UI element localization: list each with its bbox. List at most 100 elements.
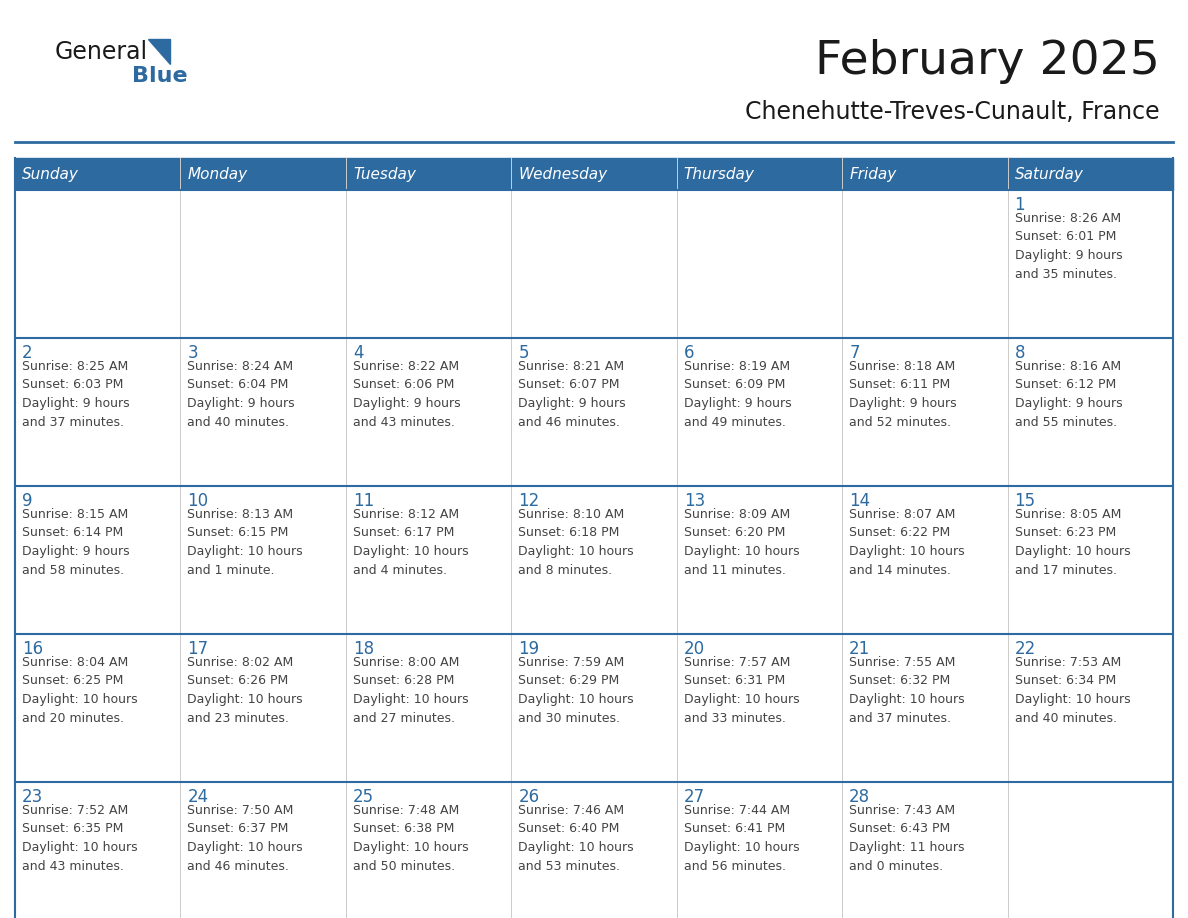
Bar — [511, 190, 677, 338]
Text: 17: 17 — [188, 640, 209, 658]
Bar — [842, 158, 1007, 190]
Text: 23: 23 — [23, 788, 43, 806]
Text: Sunrise: 8:00 AM
Sunset: 6:28 PM
Daylight: 10 hours
and 27 minutes.: Sunrise: 8:00 AM Sunset: 6:28 PM Dayligh… — [353, 656, 468, 724]
Bar — [181, 190, 346, 338]
Text: 4: 4 — [353, 344, 364, 362]
Polygon shape — [148, 39, 170, 64]
Bar — [511, 486, 677, 634]
Bar — [15, 190, 181, 338]
Text: 13: 13 — [684, 492, 704, 510]
Text: Saturday: Saturday — [1015, 166, 1083, 182]
Text: Sunrise: 8:07 AM
Sunset: 6:22 PM
Daylight: 10 hours
and 14 minutes.: Sunrise: 8:07 AM Sunset: 6:22 PM Dayligh… — [849, 508, 965, 577]
Text: Sunrise: 8:18 AM
Sunset: 6:11 PM
Daylight: 9 hours
and 52 minutes.: Sunrise: 8:18 AM Sunset: 6:11 PM Dayligh… — [849, 360, 956, 429]
Text: 8: 8 — [1015, 344, 1025, 362]
Text: 27: 27 — [684, 788, 704, 806]
Text: Sunrise: 7:55 AM
Sunset: 6:32 PM
Daylight: 10 hours
and 37 minutes.: Sunrise: 7:55 AM Sunset: 6:32 PM Dayligh… — [849, 656, 965, 724]
Text: 22: 22 — [1015, 640, 1036, 658]
Bar — [15, 486, 181, 634]
Bar — [842, 782, 1007, 918]
Bar — [346, 486, 511, 634]
Text: Sunrise: 8:09 AM
Sunset: 6:20 PM
Daylight: 10 hours
and 11 minutes.: Sunrise: 8:09 AM Sunset: 6:20 PM Dayligh… — [684, 508, 800, 577]
Bar — [15, 158, 181, 190]
Bar — [842, 486, 1007, 634]
Bar — [677, 158, 842, 190]
Bar — [677, 782, 842, 918]
Text: 14: 14 — [849, 492, 871, 510]
Text: Sunrise: 8:10 AM
Sunset: 6:18 PM
Daylight: 10 hours
and 8 minutes.: Sunrise: 8:10 AM Sunset: 6:18 PM Dayligh… — [518, 508, 634, 577]
Text: Sunrise: 8:05 AM
Sunset: 6:23 PM
Daylight: 10 hours
and 17 minutes.: Sunrise: 8:05 AM Sunset: 6:23 PM Dayligh… — [1015, 508, 1130, 577]
Text: 5: 5 — [518, 344, 529, 362]
Text: 1: 1 — [1015, 196, 1025, 214]
Text: 2: 2 — [23, 344, 32, 362]
Text: General: General — [55, 40, 148, 64]
Text: 7: 7 — [849, 344, 860, 362]
Bar — [842, 338, 1007, 486]
Text: Sunrise: 8:13 AM
Sunset: 6:15 PM
Daylight: 10 hours
and 1 minute.: Sunrise: 8:13 AM Sunset: 6:15 PM Dayligh… — [188, 508, 303, 577]
Bar — [677, 486, 842, 634]
Text: 3: 3 — [188, 344, 198, 362]
Bar — [842, 190, 1007, 338]
Bar — [511, 634, 677, 782]
Text: Sunrise: 7:59 AM
Sunset: 6:29 PM
Daylight: 10 hours
and 30 minutes.: Sunrise: 7:59 AM Sunset: 6:29 PM Dayligh… — [518, 656, 634, 724]
Text: Tuesday: Tuesday — [353, 166, 416, 182]
Bar — [1007, 158, 1173, 190]
Text: Thursday: Thursday — [684, 166, 754, 182]
Text: Sunday: Sunday — [23, 166, 78, 182]
Bar — [181, 486, 346, 634]
Text: 10: 10 — [188, 492, 209, 510]
Text: Sunrise: 7:46 AM
Sunset: 6:40 PM
Daylight: 10 hours
and 53 minutes.: Sunrise: 7:46 AM Sunset: 6:40 PM Dayligh… — [518, 804, 634, 872]
Text: Sunrise: 8:22 AM
Sunset: 6:06 PM
Daylight: 9 hours
and 43 minutes.: Sunrise: 8:22 AM Sunset: 6:06 PM Dayligh… — [353, 360, 461, 429]
Text: 11: 11 — [353, 492, 374, 510]
Text: 28: 28 — [849, 788, 871, 806]
Bar — [15, 158, 1173, 190]
Text: 19: 19 — [518, 640, 539, 658]
Text: Monday: Monday — [188, 166, 247, 182]
Bar — [346, 634, 511, 782]
Text: Sunrise: 7:43 AM
Sunset: 6:43 PM
Daylight: 11 hours
and 0 minutes.: Sunrise: 7:43 AM Sunset: 6:43 PM Dayligh… — [849, 804, 965, 872]
Text: Chenehutte-Treves-Cunault, France: Chenehutte-Treves-Cunault, France — [745, 100, 1159, 124]
Text: 12: 12 — [518, 492, 539, 510]
Bar — [842, 634, 1007, 782]
Bar — [1007, 486, 1173, 634]
Bar — [677, 634, 842, 782]
Bar — [181, 782, 346, 918]
Text: 6: 6 — [684, 344, 694, 362]
Text: Sunrise: 8:24 AM
Sunset: 6:04 PM
Daylight: 9 hours
and 40 minutes.: Sunrise: 8:24 AM Sunset: 6:04 PM Dayligh… — [188, 360, 295, 429]
Bar — [677, 338, 842, 486]
Text: 25: 25 — [353, 788, 374, 806]
Text: 18: 18 — [353, 640, 374, 658]
Bar — [346, 782, 511, 918]
Bar — [1007, 634, 1173, 782]
Bar — [346, 338, 511, 486]
Bar — [346, 190, 511, 338]
Bar — [15, 634, 181, 782]
Bar — [1007, 782, 1173, 918]
Text: 15: 15 — [1015, 492, 1036, 510]
Bar — [1007, 338, 1173, 486]
Text: Sunrise: 7:52 AM
Sunset: 6:35 PM
Daylight: 10 hours
and 43 minutes.: Sunrise: 7:52 AM Sunset: 6:35 PM Dayligh… — [23, 804, 138, 872]
Bar — [346, 158, 511, 190]
Text: Blue: Blue — [132, 66, 188, 86]
Text: Friday: Friday — [849, 166, 897, 182]
Bar — [15, 782, 181, 918]
Text: 9: 9 — [23, 492, 32, 510]
Text: Sunrise: 7:57 AM
Sunset: 6:31 PM
Daylight: 10 hours
and 33 minutes.: Sunrise: 7:57 AM Sunset: 6:31 PM Dayligh… — [684, 656, 800, 724]
Text: Sunrise: 8:04 AM
Sunset: 6:25 PM
Daylight: 10 hours
and 20 minutes.: Sunrise: 8:04 AM Sunset: 6:25 PM Dayligh… — [23, 656, 138, 724]
Text: 26: 26 — [518, 788, 539, 806]
Text: Sunrise: 7:53 AM
Sunset: 6:34 PM
Daylight: 10 hours
and 40 minutes.: Sunrise: 7:53 AM Sunset: 6:34 PM Dayligh… — [1015, 656, 1130, 724]
Bar — [1007, 190, 1173, 338]
Bar — [181, 338, 346, 486]
Text: 16: 16 — [23, 640, 43, 658]
Text: Sunrise: 8:16 AM
Sunset: 6:12 PM
Daylight: 9 hours
and 55 minutes.: Sunrise: 8:16 AM Sunset: 6:12 PM Dayligh… — [1015, 360, 1123, 429]
Text: Sunrise: 7:50 AM
Sunset: 6:37 PM
Daylight: 10 hours
and 46 minutes.: Sunrise: 7:50 AM Sunset: 6:37 PM Dayligh… — [188, 804, 303, 872]
Text: Sunrise: 8:15 AM
Sunset: 6:14 PM
Daylight: 9 hours
and 58 minutes.: Sunrise: 8:15 AM Sunset: 6:14 PM Dayligh… — [23, 508, 129, 577]
Bar — [511, 158, 677, 190]
Text: Sunrise: 8:19 AM
Sunset: 6:09 PM
Daylight: 9 hours
and 49 minutes.: Sunrise: 8:19 AM Sunset: 6:09 PM Dayligh… — [684, 360, 791, 429]
Text: Sunrise: 8:25 AM
Sunset: 6:03 PM
Daylight: 9 hours
and 37 minutes.: Sunrise: 8:25 AM Sunset: 6:03 PM Dayligh… — [23, 360, 129, 429]
Bar — [511, 782, 677, 918]
Text: February 2025: February 2025 — [815, 39, 1159, 84]
Text: Sunrise: 7:48 AM
Sunset: 6:38 PM
Daylight: 10 hours
and 50 minutes.: Sunrise: 7:48 AM Sunset: 6:38 PM Dayligh… — [353, 804, 468, 872]
Text: 24: 24 — [188, 788, 209, 806]
Text: Sunrise: 8:12 AM
Sunset: 6:17 PM
Daylight: 10 hours
and 4 minutes.: Sunrise: 8:12 AM Sunset: 6:17 PM Dayligh… — [353, 508, 468, 577]
Bar — [181, 158, 346, 190]
